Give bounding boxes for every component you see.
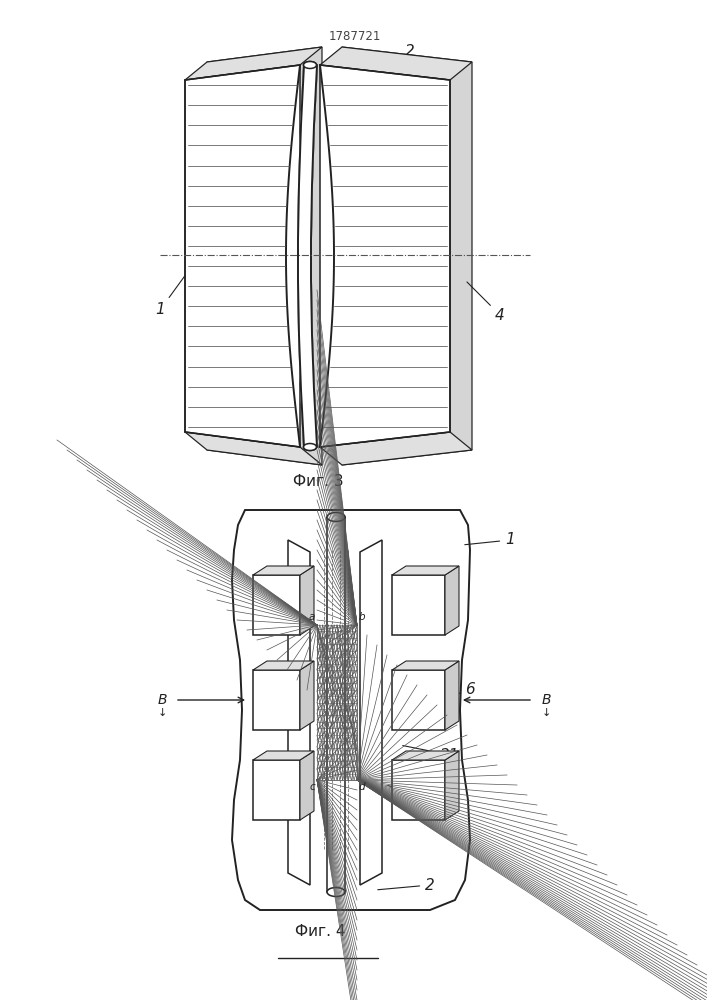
Polygon shape [298,65,317,447]
Polygon shape [392,760,445,820]
Text: c: c [309,782,315,792]
Polygon shape [232,510,470,910]
Polygon shape [392,661,459,670]
Text: 1: 1 [464,532,515,548]
Text: 2: 2 [378,878,435,892]
Polygon shape [253,566,314,575]
Text: 3: 3 [195,85,228,100]
Polygon shape [298,65,317,447]
Text: 18: 18 [362,390,399,430]
Text: B: B [157,693,167,707]
Text: 1: 1 [155,257,199,318]
Polygon shape [445,751,459,820]
Polygon shape [320,65,450,447]
Ellipse shape [303,62,317,68]
Ellipse shape [303,444,317,450]
Polygon shape [392,575,445,635]
Polygon shape [392,751,459,760]
Text: Фиг. 4: Фиг. 4 [295,924,345,940]
Polygon shape [320,47,472,80]
Polygon shape [185,65,300,447]
Polygon shape [185,47,322,80]
Text: 6: 6 [423,682,475,704]
Ellipse shape [327,888,345,896]
Polygon shape [392,670,445,730]
Polygon shape [253,760,300,820]
Polygon shape [392,566,459,575]
Polygon shape [342,47,472,465]
Polygon shape [300,661,314,730]
Polygon shape [320,432,472,465]
Ellipse shape [303,444,317,450]
Text: 4: 4 [467,282,505,322]
Text: 18: 18 [190,387,243,428]
Text: d: d [359,782,366,792]
Polygon shape [185,432,322,465]
Text: B: B [542,693,551,707]
Polygon shape [288,540,310,885]
Polygon shape [207,47,322,465]
Text: a: a [309,612,315,622]
Ellipse shape [303,62,317,68]
Text: 1787721: 1787721 [329,30,381,43]
Text: b: b [359,612,366,622]
Polygon shape [445,661,459,730]
Polygon shape [253,751,314,760]
Text: 3: 3 [348,93,385,111]
Polygon shape [253,670,300,730]
Polygon shape [300,751,314,820]
Polygon shape [253,661,314,670]
Text: ↓: ↓ [542,708,551,718]
Polygon shape [360,540,382,885]
Polygon shape [253,575,300,635]
Ellipse shape [327,512,345,522]
Text: 5: 5 [387,786,435,802]
Polygon shape [300,566,314,635]
Text: 21: 21 [403,746,460,762]
Text: 2: 2 [321,44,415,69]
Polygon shape [445,566,459,635]
Text: Фиг. 3: Фиг. 3 [293,475,344,489]
Text: ↓: ↓ [158,708,167,718]
